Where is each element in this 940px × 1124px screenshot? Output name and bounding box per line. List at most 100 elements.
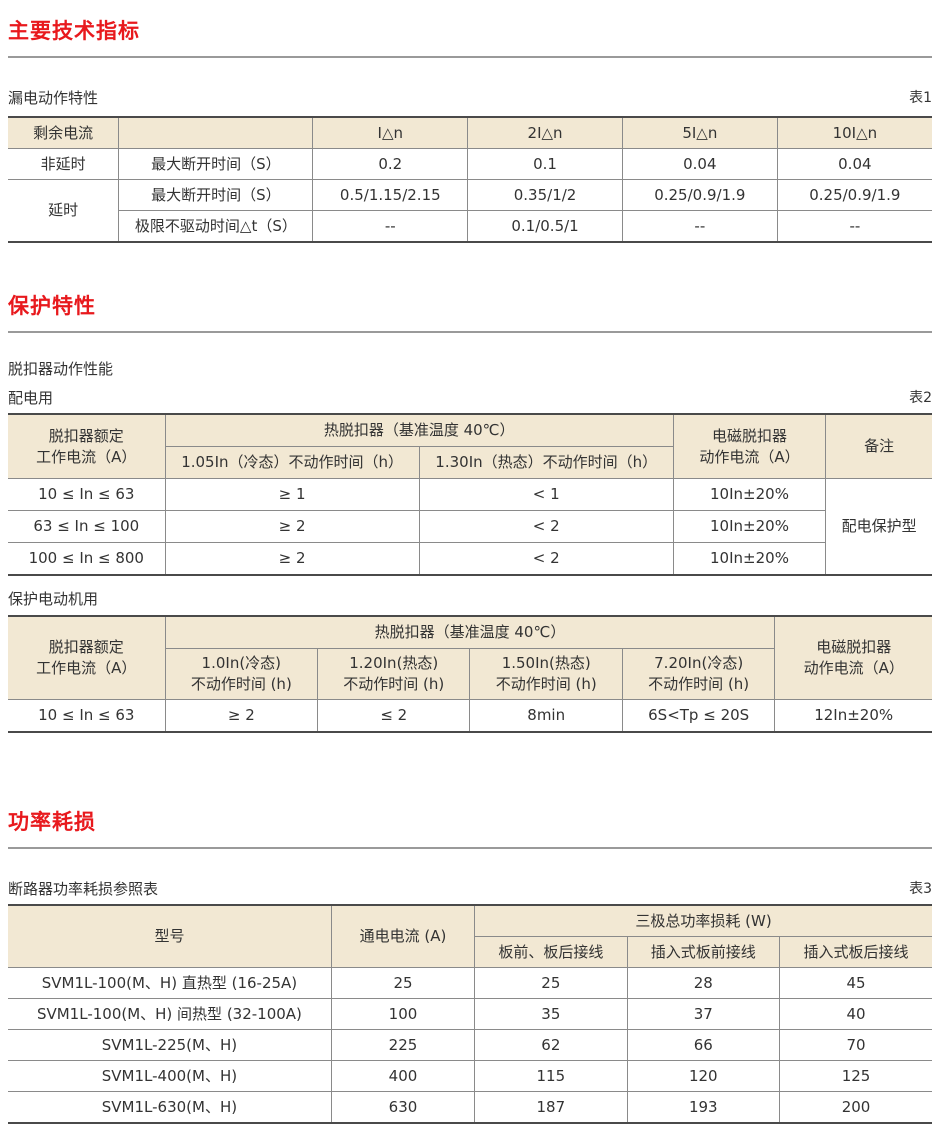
- table-row: 非延时 最大断开时间（S） 0.2 0.1 0.04 0.04: [8, 148, 932, 180]
- header-thermal-group: 热脱扣器（基准温度 40℃）: [164, 615, 776, 649]
- cell: 187: [474, 1091, 628, 1124]
- cell-model: SVM1L-630(M、H): [8, 1091, 332, 1124]
- motor-trip-table: 脱扣器额定 工作电流（A） 热脱扣器（基准温度 40℃） 电磁脱扣器 动作电流（…: [8, 615, 932, 733]
- header-2idn: 2I△n: [467, 116, 623, 149]
- table-header-row: 脱扣器额定 工作电流（A） 热脱扣器（基准温度 40℃） 电磁脱扣器 动作电流（…: [8, 615, 932, 700]
- table-row: SVM1L-100(M、H) 间热型 (32-100A) 100 35 37 4…: [8, 998, 932, 1030]
- table-row: 100 ≤ In ≤ 800 ≥ 2 < 2 10In±20%: [8, 542, 932, 576]
- cell: 25: [330, 967, 476, 999]
- header-1-20in: 1.20In(热态) 不动作时间 (h): [317, 648, 471, 700]
- cell: 28: [626, 967, 781, 999]
- cell: 100: [330, 998, 476, 1030]
- cell: 非延时: [8, 148, 120, 180]
- cell: 0.1: [467, 148, 623, 180]
- cell-note: 配电保护型: [825, 478, 932, 576]
- cell: 62: [474, 1029, 628, 1061]
- header-7-20in: 7.20In(冷态) 不动作时间 (h): [621, 648, 775, 700]
- cell: 0.04: [621, 148, 778, 180]
- divider: [8, 847, 932, 849]
- header-5idn: 5I△n: [621, 116, 778, 149]
- table1-label: 表1: [909, 90, 932, 106]
- header-idn: I△n: [312, 116, 469, 149]
- cell: 0.2: [312, 148, 469, 180]
- table-header-row: 脱扣器额定 工作电流（A） 热脱扣器（基准温度 40℃） 电磁脱扣器 动作电流（…: [8, 413, 932, 479]
- cell: ≥ 2: [164, 699, 319, 733]
- table-row: SVM1L-400(M、H) 400 115 120 125: [8, 1060, 932, 1092]
- divider: [8, 331, 932, 333]
- header-plugin-front-wiring: 插入式板前接线: [626, 936, 781, 968]
- table2-caption-row: 配电用 表2: [8, 388, 932, 408]
- cell: 极限不驱动时间△t（S）: [118, 210, 314, 243]
- table-row: 延时 最大断开时间（S） 0.5/1.15/2.15 0.35/1/2 0.25…: [8, 179, 932, 243]
- motor-protection-caption: 保护电动机用: [8, 590, 99, 608]
- header-1-50in: 1.50In(热态) 不动作时间 (h): [469, 648, 623, 700]
- cell: ≥ 2: [164, 542, 420, 576]
- cell-model: SVM1L-100(M、H) 直热型 (16-25A): [8, 967, 332, 999]
- table-row: 10 ≤ In ≤ 63 ≥ 2 ≤ 2 8min 6S<Tp ≤ 20S 12…: [8, 699, 932, 733]
- cell: 45: [779, 967, 932, 999]
- header-magnetic: 电磁脱扣器 动作电流（A）: [774, 615, 932, 700]
- cell: < 2: [418, 510, 674, 543]
- cell: 10In±20%: [672, 542, 826, 576]
- cell: --: [621, 210, 778, 243]
- cell: 70: [779, 1029, 932, 1061]
- header-power-group: 三极总功率损耗 (W): [474, 904, 932, 937]
- header-thermal-group: 热脱扣器（基准温度 40℃）: [164, 413, 674, 447]
- table-row: SVM1L-630(M、H) 630 187 193 200: [8, 1091, 932, 1124]
- cell: ≥ 2: [164, 510, 420, 543]
- table-subheader-row: 板前、板后接线 插入式板前接线 插入式板后接线: [8, 936, 932, 968]
- header-residual-current: 剩余电流: [8, 116, 120, 149]
- table1-caption: 漏电动作特性: [8, 89, 99, 107]
- distribution-trip-table: 脱扣器额定 工作电流（A） 热脱扣器（基准温度 40℃） 电磁脱扣器 动作电流（…: [8, 413, 932, 576]
- header-rated-current: 脱扣器额定 工作电流（A）: [8, 413, 166, 479]
- cell: 630: [330, 1091, 476, 1124]
- cell: 63 ≤ In ≤ 100: [8, 510, 166, 543]
- header-magnetic: 电磁脱扣器 动作电流（A）: [672, 413, 827, 479]
- table-row: SVM1L-100(M、H) 直热型 (16-25A) 25 25 28 45: [8, 967, 932, 999]
- cell: 37: [626, 998, 781, 1030]
- cell: 193: [626, 1091, 781, 1124]
- cell: ≤ 2: [317, 699, 471, 733]
- header-hot: 1.30In（热态）不动作时间（h）: [418, 446, 674, 479]
- cell: 最大断开时间（S）: [118, 179, 314, 211]
- table-row: 极限不驱动时间△t（S） -- 0.1/0.5/1 -- --: [8, 210, 932, 243]
- cell: --: [776, 210, 932, 243]
- header-plugin-rear-wiring: 插入式板后接线: [779, 936, 932, 968]
- header-cold: 1.05In（冷态）不动作时间（h）: [165, 446, 420, 479]
- table-row: 10 ≤ In ≤ 63 ≥ 1 < 1 10In±20% 配电保护型: [8, 478, 932, 576]
- cell: 125: [779, 1060, 932, 1092]
- cell: 35: [474, 998, 628, 1030]
- cell: 0.1/0.5/1: [467, 210, 623, 243]
- header-10idn: 10I△n: [776, 116, 932, 149]
- table3-caption: 断路器功率耗损参照表: [8, 880, 159, 898]
- cell: 40: [779, 998, 932, 1030]
- cell: 最大断开时间（S）: [118, 148, 314, 180]
- table-row: SVM1L-225(M、H) 225 62 66 70: [8, 1029, 932, 1061]
- cell: 0.35/1/2: [467, 179, 623, 211]
- table3-label: 表3: [909, 881, 932, 897]
- cell: 225: [330, 1029, 476, 1061]
- table1-caption-row: 漏电动作特性 表1: [8, 88, 932, 108]
- cell: 0.5/1.15/2.15: [312, 179, 469, 211]
- cell: 10In±20%: [672, 478, 827, 511]
- cell: 0.04: [776, 148, 932, 180]
- header-front-rear-wiring: 板前、板后接线: [474, 936, 628, 968]
- table3-caption-row: 断路器功率耗损参照表 表3: [8, 879, 932, 899]
- cell: ≥ 1: [164, 478, 420, 511]
- cell: 12In±20%: [774, 699, 932, 733]
- header-1-0in: 1.0In(冷态) 不动作时间 (h): [165, 648, 319, 700]
- cell: 66: [626, 1029, 781, 1061]
- cell: 8min: [469, 699, 623, 733]
- table-subheader-row: 1.0In(冷态) 不动作时间 (h) 1.20In(热态) 不动作时间 (h)…: [8, 648, 932, 700]
- table2-caption: 配电用: [8, 389, 54, 407]
- section-title-protection: 保护特性: [8, 294, 96, 318]
- section-title-main-specs: 主要技术指标: [8, 19, 140, 43]
- power-loss-table: 型号 通电电流 (A) 三极总功率损耗 (W) 板前、板后接线 插入式板前接线 …: [8, 904, 932, 1124]
- cell: 0.25/0.9/1.9: [621, 179, 778, 211]
- header-model: 型号: [8, 904, 332, 968]
- cell: 0.25/0.9/1.9: [776, 179, 932, 211]
- cell: 120: [626, 1060, 781, 1092]
- cell: 200: [779, 1091, 932, 1124]
- cell: < 2: [418, 542, 674, 576]
